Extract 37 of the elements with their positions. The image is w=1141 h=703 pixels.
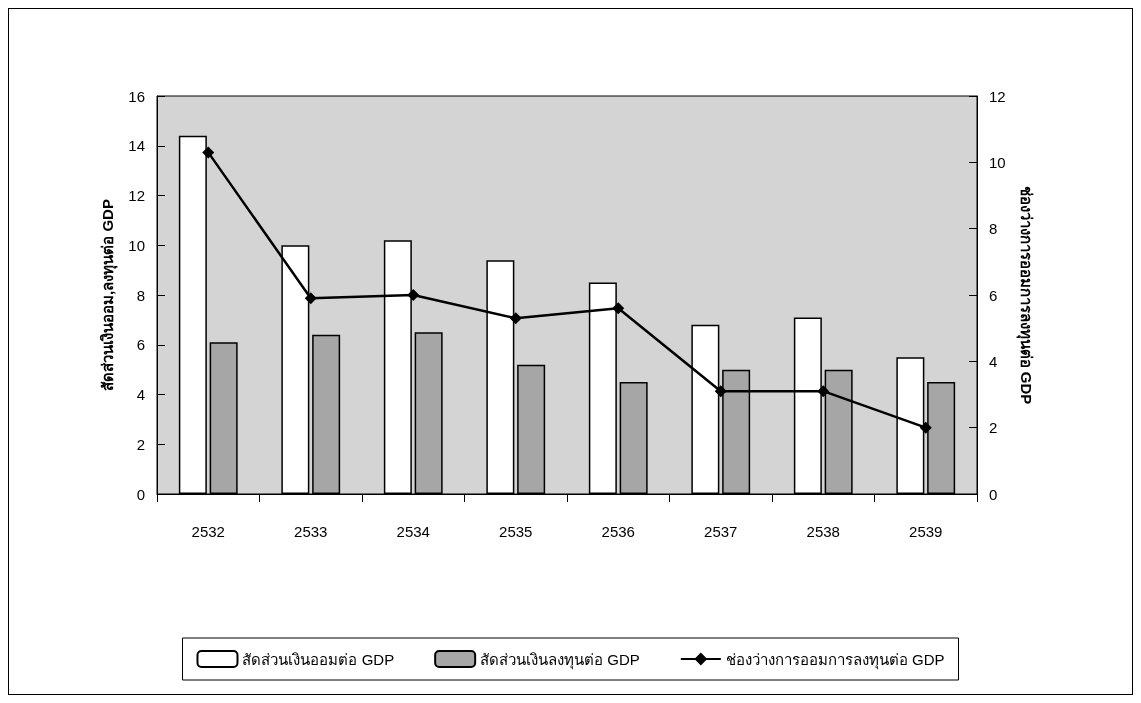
legend-label: สัดส่วนเงินลงทุนต่อ GDP: [480, 650, 640, 670]
y2-tick-label: 2: [989, 419, 998, 437]
point: [817, 385, 830, 398]
legend-label: ช่องว่างการออมการลงทุนต่อ GDP: [725, 650, 945, 670]
y-tick-label: 6: [136, 336, 145, 354]
y2-tick-label: 10: [989, 153, 1006, 171]
y-tick-label: 8: [136, 286, 145, 304]
legend-label: สัดส่วนเงินออมต่อ GDP: [242, 650, 395, 668]
y-tick-label: 10: [128, 236, 145, 254]
y-tick-label: 0: [136, 485, 145, 503]
y2-tick-label: 6: [989, 286, 998, 304]
y-tick-label: 12: [128, 187, 145, 204]
y-tick-label: 2: [136, 435, 145, 453]
y-axis-title: สัดส่วนเงินออม,ลงทุนต่อ GDP: [99, 199, 118, 391]
y-tick-label: 4: [136, 386, 145, 403]
y2-tick-label: 8: [989, 220, 998, 238]
x-tick-label: 2532: [191, 523, 225, 540]
point: [612, 302, 625, 315]
y2-tick-label: 12: [989, 87, 1006, 105]
x-tick-label: 2536: [601, 523, 635, 540]
point: [304, 292, 317, 305]
y2-axis-title: ช่องว่างการออมการลงทุนต่อ GDP: [1016, 185, 1035, 405]
x-tick-label: 2537: [704, 523, 738, 540]
x-tick-label: 2535: [499, 523, 533, 540]
y-tick-label: 14: [128, 137, 145, 155]
point: [509, 312, 522, 325]
point: [919, 421, 932, 434]
x-tick-label: 2539: [909, 523, 943, 540]
y2-tick-label: 4: [989, 352, 998, 370]
point: [407, 289, 420, 301]
y2-tick-label: 0: [989, 485, 998, 503]
x-tick-label: 2534: [396, 523, 430, 540]
point: [714, 385, 727, 398]
x-tick-label: 2538: [806, 523, 840, 540]
x-tick-label: 2533: [294, 523, 328, 540]
point: [202, 146, 215, 159]
y-tick-label: 16: [128, 87, 145, 105]
